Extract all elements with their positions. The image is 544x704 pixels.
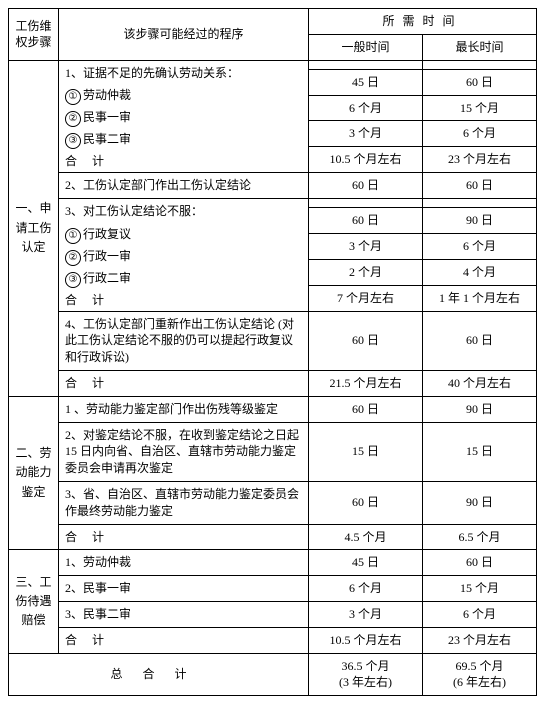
s3-r3-t2: 6 个月 (423, 601, 537, 627)
s1-r3-label: 3、对工伤认定结论不服： (59, 199, 308, 224)
s1-r1s-t1: 10.5 个月左右 (309, 147, 423, 173)
s1-r1: 一、申请工伤认定 1、证据不足的先确认劳动关系： ①劳动仲裁 ②民事一审 ③民事… (9, 60, 537, 69)
s1-r2: 2、工伤认定部门作出工伤认定结论 60 日 60 日 (9, 173, 537, 199)
s1-r1b-label: 民事一审 (83, 110, 131, 124)
s2-r4-label: 合 计 (59, 524, 309, 550)
hdr-steps: 工伤维权步骤 (9, 9, 59, 61)
s1-r1a-t2: 60 日 (423, 69, 537, 95)
hdr-time-normal: 一般时间 (309, 34, 423, 60)
s1-r4: 4、工伤认定部门重新作出工伤认定结论 (对此工伤认定结论不服的仍可以提起行政复议… (9, 311, 537, 370)
s1-r1b-t1: 6 个月 (309, 95, 423, 121)
s1-r1s-label: 合 计 (59, 151, 308, 172)
grand-total: 总合计 36.5 个月(3 年左右) 69.5 个月(6 年左右) (9, 653, 537, 696)
s2-r2-t2: 15 日 (423, 422, 537, 481)
s2-r4-t2: 6.5 个月 (423, 524, 537, 550)
header-row1: 工伤维权步骤 该步骤可能经过的程序 所需时间 (9, 9, 537, 35)
s2-r3-t1: 60 日 (309, 481, 423, 524)
s1-r3-t2 (423, 198, 537, 207)
s1-r1a-t1: 45 日 (309, 69, 423, 95)
s1-r3b-t2: 6 个月 (423, 233, 537, 259)
s1-r3a-t2: 90 日 (423, 208, 537, 234)
s1-r1-t2 (423, 60, 537, 69)
s1-r5-t2: 40 个月左右 (423, 370, 537, 396)
s3-r2-label: 2、民事一审 (59, 576, 309, 602)
s2-r2: 2、对鉴定结论不服，在收到鉴定结论之日起 15 日内向省、自治区、直辖市劳动能力… (9, 422, 537, 481)
s1-r1-label: 1、证据不足的先确认劳动关系： (59, 61, 308, 86)
s1-r3b-t1: 3 个月 (309, 233, 423, 259)
s1-r3c-t2: 4 个月 (423, 259, 537, 285)
s1-r2-t2: 60 日 (423, 173, 537, 199)
s1-r3c-t1: 2 个月 (309, 259, 423, 285)
s3-r3: 3、民事二审 3 个月 6 个月 (9, 601, 537, 627)
s1-r1s-t2: 23 个月左右 (423, 147, 537, 173)
s3-r2: 2、民事一审 6 个月 15 个月 (9, 576, 537, 602)
grand-label: 总合计 (9, 653, 309, 696)
s1-r1b-t2: 15 个月 (423, 95, 537, 121)
s1-r3c-label: 行政二审 (83, 271, 131, 285)
s2-r3-label: 3、省、自治区、直辖市劳动能力鉴定委员会作最终劳动能力鉴定 (59, 481, 309, 524)
s1-r3a-t1: 60 日 (309, 208, 423, 234)
s2-r1-t2: 90 日 (423, 396, 537, 422)
hdr-time-max: 最长时间 (423, 34, 537, 60)
s2-r1: 二、劳动能力鉴定 1 、劳动能力鉴定部门作出伤残等级鉴定 60 日 90 日 (9, 396, 537, 422)
s1-r2-label: 2、工伤认定部门作出工伤认定结论 (59, 173, 309, 199)
s1-r5: 合 计 21.5 个月左右 40 个月左右 (9, 370, 537, 396)
s3-r1-t1: 45 日 (309, 550, 423, 576)
grand-t2: 69.5 个月(6 年左右) (423, 653, 537, 696)
work-injury-table: 工伤维权步骤 该步骤可能经过的程序 所需时间 一般时间 最长时间 一、申请工伤认… (8, 8, 537, 696)
s3-r1-label: 1、劳动仲裁 (59, 550, 309, 576)
s3-r2-t2: 15 个月 (423, 576, 537, 602)
s1-r3s-t2: 1 年 1 个月左右 (423, 285, 537, 311)
s2-r2-label: 2、对鉴定结论不服，在收到鉴定结论之日起 15 日内向省、自治区、直辖市劳动能力… (59, 422, 309, 481)
grand-t1: 36.5 个月(3 年左右) (309, 653, 423, 696)
s3-r4-t2: 23 个月左右 (423, 627, 537, 653)
s3-r2-t1: 6 个月 (309, 576, 423, 602)
s1-r1c-t2: 6 个月 (423, 121, 537, 147)
s2-r2-t1: 15 日 (309, 422, 423, 481)
s3-r4-label: 合 计 (59, 627, 309, 653)
s1-name: 一、申请工伤认定 (9, 60, 59, 396)
s2-r1-t1: 60 日 (309, 396, 423, 422)
s1-r4-label: 4、工伤认定部门重新作出工伤认定结论 (对此工伤认定结论不服的仍可以提起行政复议… (59, 311, 309, 370)
s1-r5-t1: 21.5 个月左右 (309, 370, 423, 396)
hdr-time: 所需时间 (309, 9, 537, 35)
s2-r1-label: 1 、劳动能力鉴定部门作出伤残等级鉴定 (59, 396, 309, 422)
s3-r3-t1: 3 个月 (309, 601, 423, 627)
s2-name: 二、劳动能力鉴定 (9, 396, 59, 550)
s3-name: 三、工伤待遇赔偿 (9, 550, 59, 653)
s3-r1: 三、工伤待遇赔偿 1、劳动仲裁 45 日 60 日 (9, 550, 537, 576)
s2-r3: 3、省、自治区、直辖市劳动能力鉴定委员会作最终劳动能力鉴定 60 日 90 日 (9, 481, 537, 524)
s3-r4: 合 计 10.5 个月左右 23 个月左右 (9, 627, 537, 653)
s2-r4-t1: 4.5 个月 (309, 524, 423, 550)
s1-r5-label: 合 计 (59, 370, 309, 396)
hdr-proc: 该步骤可能经过的程序 (59, 9, 309, 61)
s1-r1c-label: 民事二审 (83, 132, 131, 146)
s1-r3a-label: 行政复议 (83, 227, 131, 241)
s1-r1a-label: 劳动仲裁 (83, 88, 131, 102)
s1-r2-t1: 60 日 (309, 173, 423, 199)
s1-r3s-label: 合 计 (59, 290, 308, 311)
s3-r3-label: 3、民事二审 (59, 601, 309, 627)
s1-r4-t1: 60 日 (309, 311, 423, 370)
s3-r1-t2: 60 日 (423, 550, 537, 576)
s3-r4-t1: 10.5 个月左右 (309, 627, 423, 653)
s1-r3: 3、对工伤认定结论不服： ①行政复议 ②行政一审 ③行政二审 合 计 (9, 198, 537, 207)
s1-r1-t1 (309, 60, 423, 69)
s2-r4: 合 计 4.5 个月 6.5 个月 (9, 524, 537, 550)
s1-r1c-t1: 3 个月 (309, 121, 423, 147)
s1-r3-t1 (309, 198, 423, 207)
s2-r3-t2: 90 日 (423, 481, 537, 524)
s1-r3b-label: 行政一审 (83, 249, 131, 263)
s1-r4-t2: 60 日 (423, 311, 537, 370)
s1-r3s-t1: 7 个月左右 (309, 285, 423, 311)
